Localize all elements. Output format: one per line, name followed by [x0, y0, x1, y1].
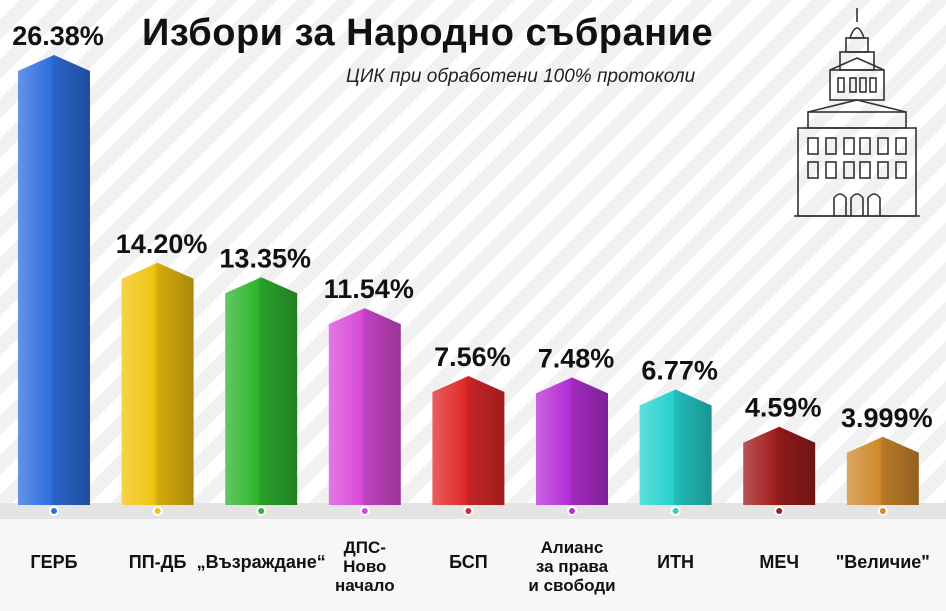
category-label: ПП-ДБ	[129, 552, 187, 572]
marker-dot	[154, 508, 161, 514]
marker-dot	[569, 508, 575, 514]
category-label: БСП	[449, 552, 488, 572]
parliament-building-icon	[794, 8, 920, 217]
bar	[846, 436, 919, 505]
bar	[121, 262, 194, 505]
category-label: "Величие"	[836, 552, 930, 572]
value-label: 11.54%	[324, 274, 414, 304]
category-label: Алианс за права и свободи	[528, 538, 615, 595]
bar	[432, 376, 505, 505]
marker-dot	[51, 508, 57, 514]
value-label: 7.56%	[434, 342, 511, 372]
bar	[639, 389, 712, 505]
marker-dot	[672, 508, 679, 514]
category-label: ГЕРБ	[30, 552, 77, 572]
category-label: ДПС-Ново начало	[335, 538, 395, 595]
category-label: ИТН	[657, 552, 694, 572]
value-label: 4.59%	[745, 393, 822, 423]
marker-dot	[879, 508, 886, 514]
bar	[743, 426, 816, 505]
bar	[328, 308, 401, 505]
category-label: „Възраждане“	[197, 552, 326, 572]
value-label: 26.38%	[12, 21, 104, 51]
value-label: 7.48%	[538, 343, 615, 373]
marker-dot	[258, 508, 265, 514]
category-label: МЕЧ	[759, 552, 799, 572]
bar	[225, 277, 298, 505]
chart-title: Избори за Народно събрание	[142, 12, 714, 54]
value-label: 3.999%	[841, 403, 933, 433]
value-label: 13.35%	[219, 243, 311, 273]
bar	[18, 55, 90, 505]
marker-dot	[776, 508, 783, 514]
bar	[536, 377, 608, 505]
marker-dot	[361, 508, 368, 514]
chart-subtitle: ЦИК при обработени 100% протоколи	[346, 66, 696, 87]
value-label: 14.20%	[116, 229, 208, 259]
value-label: 6.77%	[641, 356, 718, 386]
marker-dot	[465, 508, 472, 514]
label-band	[0, 519, 946, 611]
